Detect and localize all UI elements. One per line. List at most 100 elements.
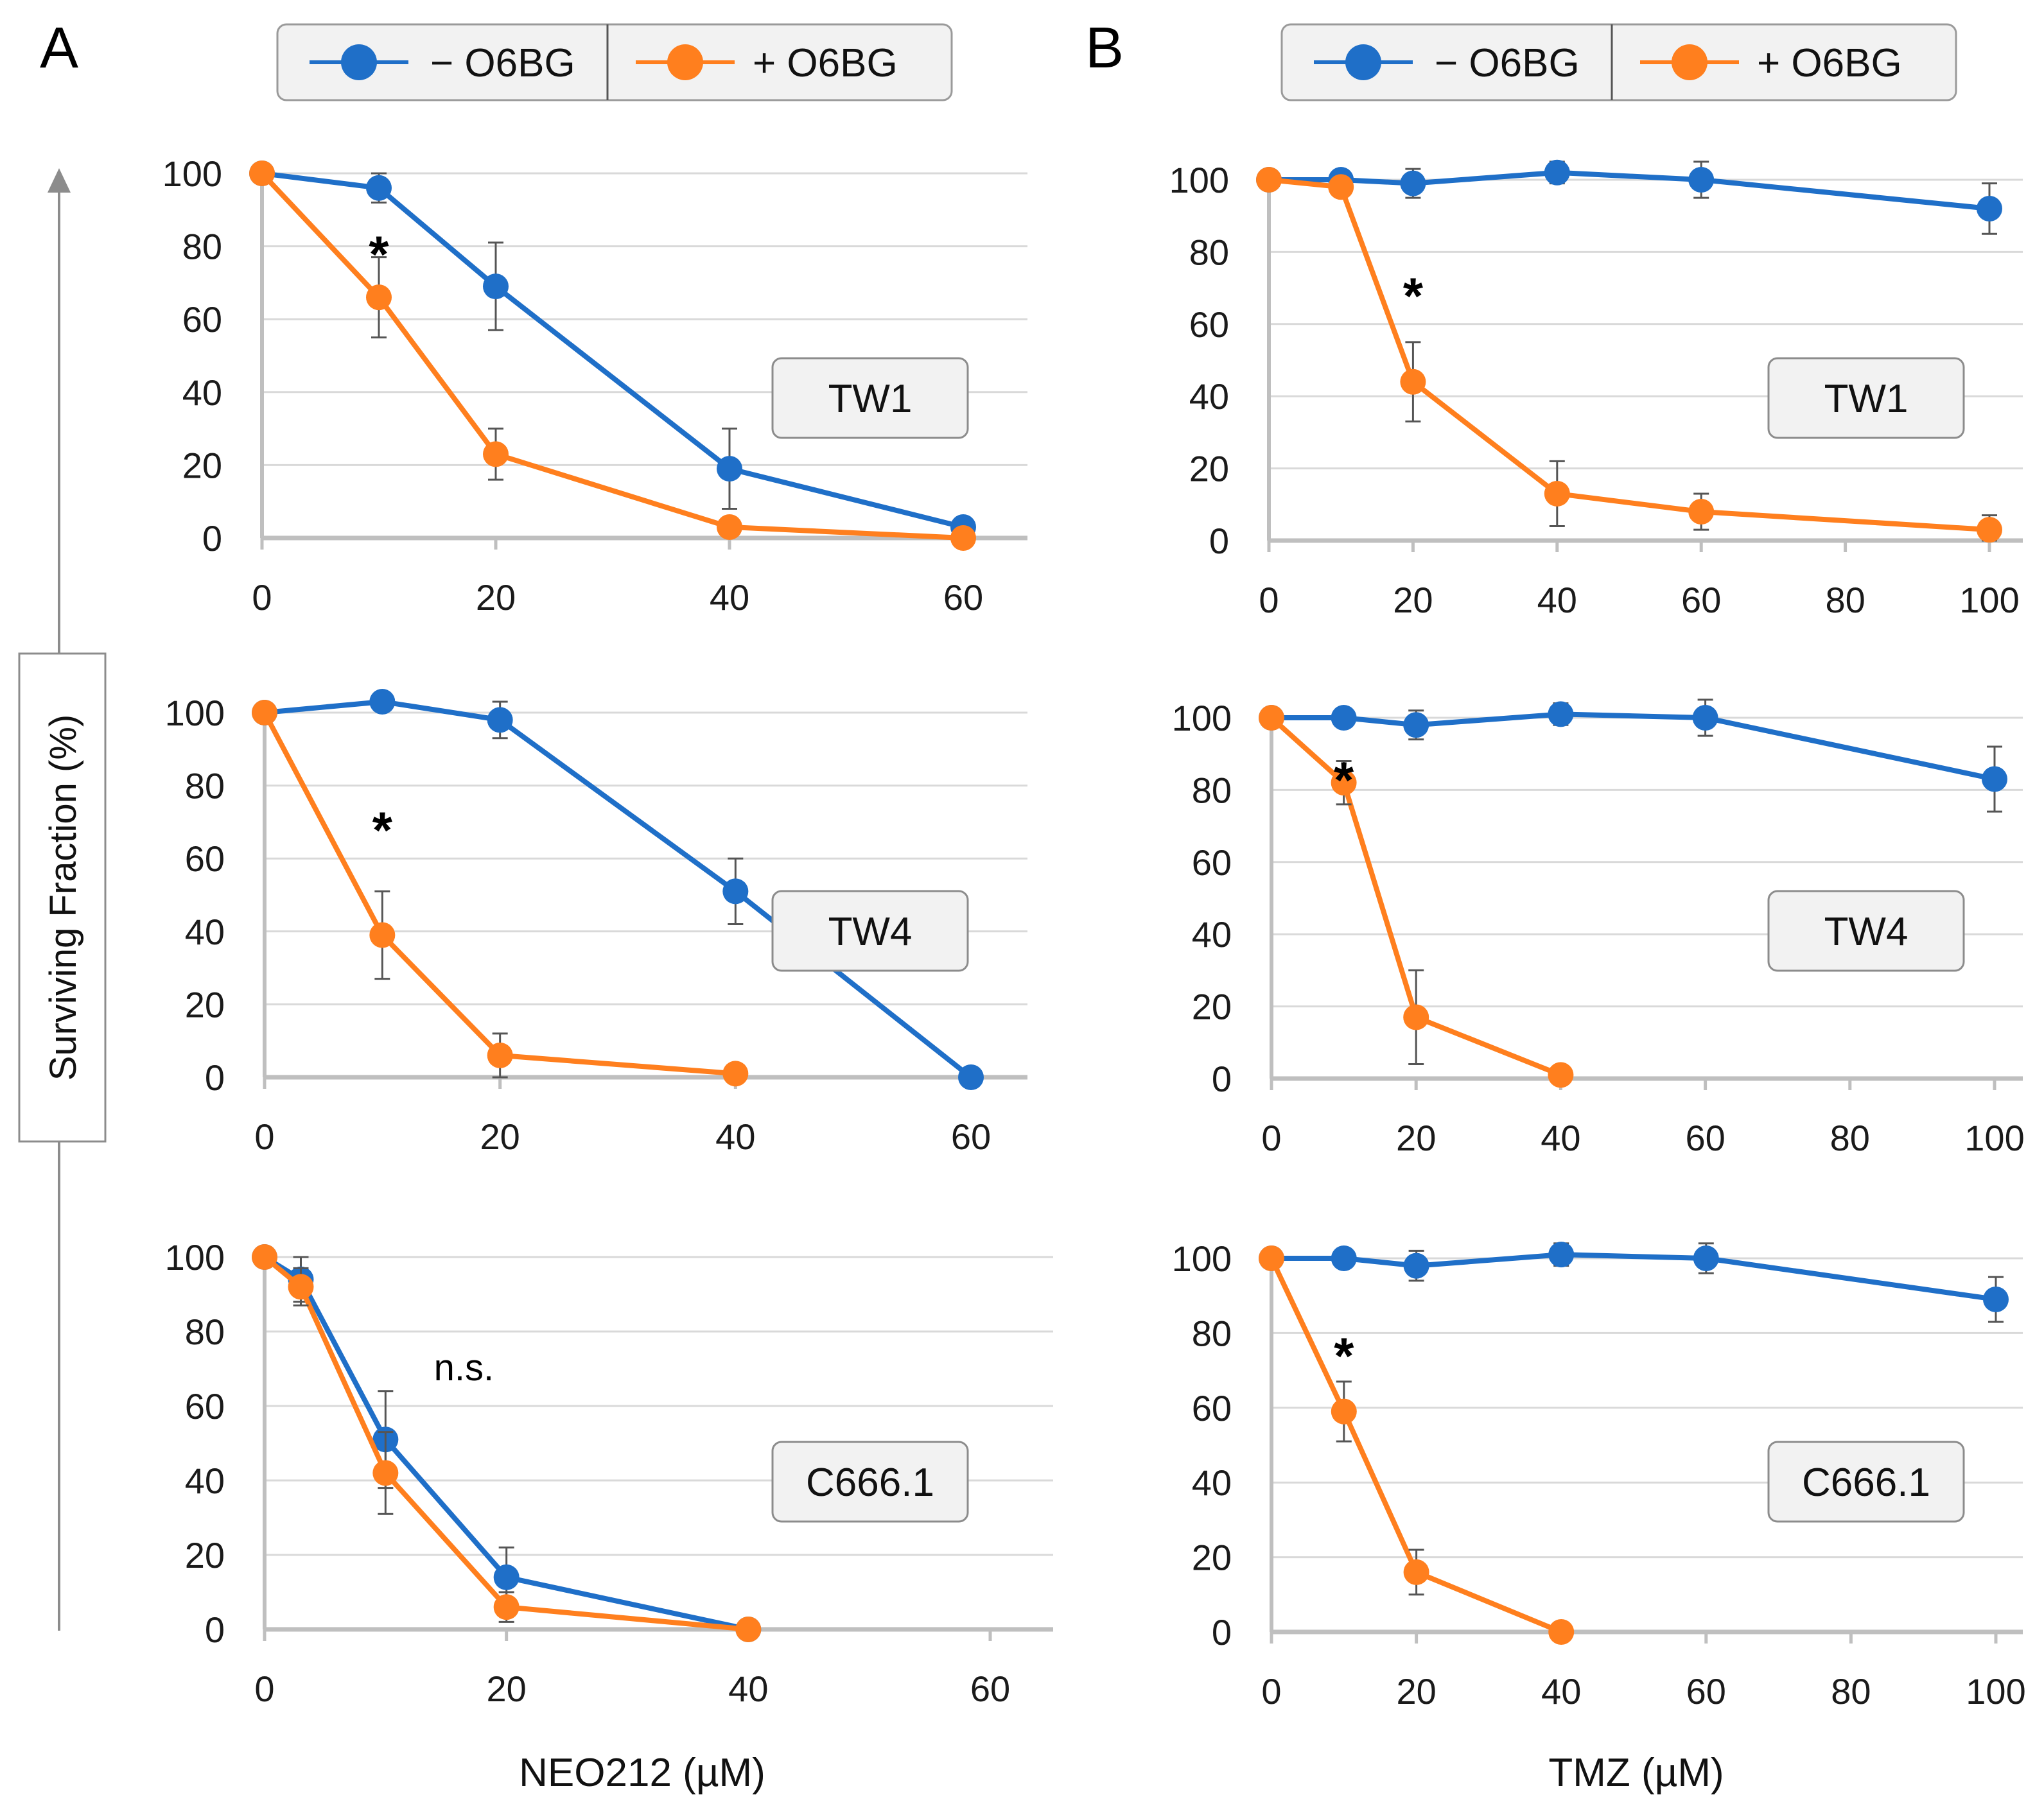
x-tick-label: 0	[1259, 580, 1279, 620]
legend-b: − O6BG + O6BG	[1280, 23, 1957, 101]
cell-line-box	[771, 357, 969, 439]
significance-annotation: *	[1403, 268, 1424, 325]
significance-annotation: *	[372, 801, 393, 858]
legend-a: − O6BG + O6BG	[276, 23, 953, 101]
y-tick-label: 80	[182, 227, 222, 267]
plus-o6bg-point	[372, 1460, 399, 1486]
x-tick-label: 20	[480, 1116, 520, 1157]
y-tick-label: 20	[185, 984, 225, 1025]
plus-o6bg-point	[1548, 1619, 1575, 1645]
y-tick-label: 20	[1192, 1538, 1232, 1578]
legend-b-plus-label: + O6BG	[1757, 41, 1902, 85]
plus-o6bg-point	[1259, 1245, 1284, 1271]
minus-o6bg-point	[1403, 1253, 1429, 1279]
x-tick-label: 40	[1541, 1118, 1580, 1158]
legend-b-plus-marker	[1672, 44, 1708, 80]
x-tick-label: 100	[1959, 580, 2019, 620]
plus-o6bg-point	[950, 525, 976, 551]
y-tick-label: 60	[185, 838, 225, 879]
minus-o6bg-point	[1692, 705, 1718, 731]
minus-o6bg-point	[369, 688, 396, 715]
x-axis-label-right: TMZ (µM)	[1548, 1751, 1724, 1795]
plus-o6bg-series-line	[1269, 1257, 1562, 1635]
chart-a-c666: 0 20 40 60 80 100 0 20 40 60 n.s. C666.1	[165, 1237, 1053, 1709]
y-tick-label: 0	[1212, 1612, 1232, 1653]
y-tick-label: 100	[165, 1237, 225, 1278]
y-tick-label: 100	[165, 693, 225, 733]
x-tick-label: 40	[710, 577, 749, 618]
x-tick-label: 80	[1830, 1118, 1870, 1158]
plus-o6bg-point	[717, 514, 742, 540]
y-tick-label: 100	[1172, 1238, 1232, 1279]
x-tick-label: 60	[1686, 1671, 1726, 1712]
plus-o6bg-point	[1403, 1004, 1429, 1030]
minus-o6bg-point	[1688, 167, 1715, 193]
minus-o6bg-point	[366, 175, 392, 201]
legend-a-plus-label: + O6BG	[753, 41, 898, 85]
minus-o6bg-series-line	[1271, 1252, 1996, 1302]
x-tick-label: 60	[951, 1116, 991, 1157]
y-tick-label: 20	[1189, 449, 1229, 489]
plus-o6bg-point	[1331, 1398, 1357, 1425]
y-tick-label: 60	[1192, 842, 1232, 883]
cell-line-box	[771, 890, 969, 972]
y-tick-label: 0	[1212, 1059, 1232, 1099]
x-tick-label: 0	[1261, 1118, 1281, 1158]
x-tick-label: 40	[728, 1669, 768, 1709]
y-tick-label: 40	[185, 1461, 225, 1501]
chart-a-tw4: 0 20 40 60 80 100 0 20 40 60 * TW4	[165, 688, 1027, 1157]
plus-o6bg-point	[369, 922, 396, 948]
y-axis-label: Surviving Fraction (%)	[42, 715, 84, 1080]
significance-annotation: n.s.	[434, 1347, 494, 1389]
cell-line-box	[1767, 1441, 1965, 1523]
cell-line-label: TW1	[828, 377, 913, 421]
legend-a-plus-marker	[667, 44, 703, 80]
y-tick-label: 40	[182, 372, 222, 413]
significance-annotation: *	[1334, 751, 1354, 808]
plus-o6bg-point	[366, 284, 392, 311]
x-tick-label: 40	[1537, 580, 1577, 620]
minus-o6bg-point	[1548, 701, 1574, 727]
x-tick-label: 0	[254, 1669, 274, 1709]
y-tick-label: 100	[1169, 160, 1229, 200]
y-tick-label: 40	[1189, 376, 1229, 417]
plus-o6bg-point	[1400, 369, 1426, 395]
x-tick-label: 40	[715, 1116, 755, 1157]
legend-a-minus-label: − O6BG	[430, 41, 575, 85]
minus-o6bg-point	[1693, 1245, 1719, 1271]
minus-o6bg-point	[1982, 766, 2007, 792]
plus-o6bg-point	[1977, 517, 2002, 543]
plus-o6bg-point	[487, 1042, 513, 1068]
plus-o6bg-point	[735, 1617, 762, 1642]
minus-o6bg-series-line	[1271, 711, 1995, 782]
cell-line-box	[1767, 890, 1965, 972]
cell-line-box	[771, 1441, 969, 1523]
y-tick-label: 60	[185, 1386, 225, 1427]
x-tick-label: 60	[943, 577, 983, 618]
plus-o6bg-series-line	[1270, 716, 1562, 1078]
y-tick-label: 80	[1192, 770, 1232, 810]
plus-o6bg-point	[249, 160, 275, 186]
minus-o6bg-point	[717, 456, 742, 482]
chart-b-tw4: 0 20 40 60 80 100 0 20 40 60 80 100 * TW4	[1172, 698, 2025, 1158]
y-tick-label: 40	[185, 912, 225, 952]
plus-o6bg-point	[493, 1594, 520, 1620]
minus-o6bg-point	[958, 1064, 984, 1090]
plus-o6bg-point	[1544, 480, 1570, 507]
cell-line-label: C666.1	[806, 1461, 934, 1505]
x-tick-label: 0	[1261, 1671, 1281, 1712]
cell-line-label: C666.1	[1802, 1461, 1930, 1505]
plus-o6bg-point	[1548, 1062, 1574, 1088]
plus-o6bg-point	[1256, 167, 1282, 193]
plus-o6bg-point	[1328, 174, 1354, 200]
minus-o6bg-point	[1400, 170, 1426, 196]
y-tick-label: 0	[205, 1609, 225, 1650]
x-tick-label: 20	[1396, 1671, 1436, 1712]
y-tick-label: 20	[185, 1535, 225, 1575]
chart-b-c666: 0 20 40 60 80 100 0 20 40 60 80 100 * C666.1	[1172, 1238, 2026, 1712]
y-tick-label: 100	[162, 153, 222, 194]
x-tick-label: 80	[1831, 1671, 1871, 1712]
y-tick-label: 80	[1189, 232, 1229, 272]
minus-o6bg-point	[1983, 1287, 2009, 1313]
